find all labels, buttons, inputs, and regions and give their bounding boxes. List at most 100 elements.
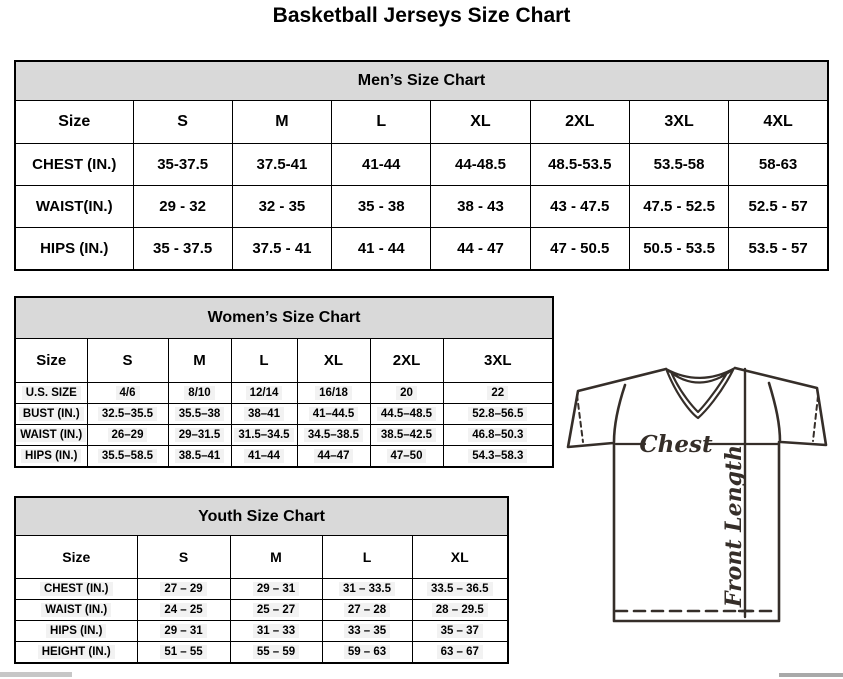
table-cell: 38.5–41 (167, 445, 232, 468)
table-row: U.S. SIZE 4/6 8/10 12/14 16/18 20 22 (14, 382, 554, 404)
youth-size-table: Youth Size Chart Size S M L XL CHEST (IN… (14, 496, 509, 664)
table-cell: 16/18 (296, 382, 371, 404)
table-cell: 35 - 37.5 (132, 227, 233, 271)
table-cell: 31 – 33.5 (321, 578, 413, 600)
table-cell: 43 - 47.5 (529, 185, 630, 228)
table-cell: 52.5 - 57 (728, 185, 829, 228)
chest-label: Chest (639, 431, 713, 458)
column-header-cell: S (136, 535, 231, 579)
column-header-cell: XL (296, 338, 371, 383)
table-cell: 63 – 67 (411, 641, 509, 664)
column-header-cell: L (331, 100, 432, 144)
table-cell: 27 – 28 (321, 599, 413, 621)
table-cell: 41–44.5 (296, 403, 371, 425)
table-cell: 4/6 (86, 382, 169, 404)
column-header-cell: XL (411, 535, 509, 579)
table-cell: 47.5 - 52.5 (628, 185, 730, 228)
table-row: Size S M L XL 2XL 3XL 4XL (14, 100, 829, 144)
table-cell: 8/10 (167, 382, 232, 404)
table-header-row: Women’s Size Chart (14, 296, 554, 339)
mens-size-table: Men’s Size Chart Size S M L XL 2XL 3XL 4… (14, 60, 829, 271)
table-row: HIPS (IN.) 35.5–58.5 38.5–41 41–44 44–47… (14, 445, 554, 468)
table-cell: 20 (369, 382, 444, 404)
column-header-cell: 2XL (369, 338, 444, 383)
table-cell: 50.5 - 53.5 (628, 227, 730, 271)
womens-chart-title: Women’s Size Chart (14, 296, 554, 339)
jersey-measurement-diagram: Chest Front Length (566, 366, 828, 623)
table-cell: 58-63 (728, 143, 829, 186)
row-label-cell: U.S. SIZE (14, 382, 88, 404)
row-label-cell: WAIST(IN.) (14, 185, 134, 228)
table-cell: 35.5–58.5 (86, 445, 169, 468)
table-cell: 44–47 (296, 445, 371, 468)
table-header-row: Youth Size Chart (14, 496, 509, 536)
table-cell: 44.5–48.5 (369, 403, 444, 425)
table-row: HEIGHT (IN.) 51 – 55 55 – 59 59 – 63 63 … (14, 641, 509, 664)
row-label-cell: HEIGHT (IN.) (14, 641, 138, 664)
column-header-cell: L (321, 535, 413, 579)
table-cell: 53.5-58 (628, 143, 730, 186)
table-cell: 54.3–58.3 (442, 445, 554, 468)
column-header-cell: Size (14, 100, 134, 144)
table-cell: 52.8–56.5 (442, 403, 554, 425)
column-header-cell: 3XL (628, 100, 730, 144)
column-header-cell: XL (430, 100, 531, 144)
table-header-row: Men’s Size Chart (14, 60, 829, 101)
table-row: CHEST (IN.) 35-37.5 37.5-41 41-44 44-48.… (14, 143, 829, 186)
page-edge-artifact-right (779, 673, 843, 677)
table-cell: 34.5–38.5 (296, 424, 371, 446)
sleeve-stitch-left (576, 394, 584, 443)
row-label-cell: HIPS (IN.) (14, 620, 138, 642)
table-cell: 38–41 (230, 403, 298, 425)
table-cell: 35.5–38 (167, 403, 232, 425)
table-cell: 51 – 55 (136, 641, 231, 664)
table-cell: 33.5 – 36.5 (411, 578, 509, 600)
collar-lines (664, 366, 737, 420)
sleeve-stitch-right (812, 395, 819, 442)
page-title: Basketball Jerseys Size Chart (272, 4, 571, 27)
column-header-cell: S (86, 338, 169, 383)
table-row: BUST (IN.) 32.5–35.5 35.5–38 38–41 41–44… (14, 403, 554, 425)
column-header-cell: M (229, 535, 323, 579)
table-cell: 41 - 44 (331, 227, 432, 271)
column-header-cell: 2XL (529, 100, 630, 144)
column-header-cell: Size (14, 338, 88, 383)
row-label-cell: CHEST (IN.) (14, 143, 134, 186)
row-label-cell: BUST (IN.) (14, 403, 88, 425)
table-row: HIPS (IN.) 29 – 31 31 – 33 33 – 35 35 – … (14, 620, 509, 642)
table-cell: 12/14 (230, 382, 298, 404)
table-cell: 48.5-53.5 (529, 143, 630, 186)
table-row: Size S M L XL (14, 535, 509, 579)
column-header-cell: 4XL (728, 100, 829, 144)
table-row: Size S M L XL 2XL 3XL (14, 338, 554, 383)
table-cell: 35 - 38 (331, 185, 432, 228)
column-header-cell: S (132, 100, 233, 144)
table-cell: 41–44 (230, 445, 298, 468)
table-cell: 27 – 29 (136, 578, 231, 600)
table-cell: 44-48.5 (430, 143, 531, 186)
table-cell: 29 – 31 (229, 578, 323, 600)
table-cell: 37.5 - 41 (231, 227, 333, 271)
table-cell: 44 - 47 (430, 227, 531, 271)
table-cell: 31 – 33 (229, 620, 323, 642)
table-cell: 26–29 (86, 424, 169, 446)
table-cell: 31.5–34.5 (230, 424, 298, 446)
column-header-cell: Size (14, 535, 138, 579)
table-row: HIPS (IN.) 35 - 37.5 37.5 - 41 41 - 44 4… (14, 227, 829, 271)
mens-chart-title: Men’s Size Chart (14, 60, 829, 101)
table-cell: 37.5-41 (231, 143, 333, 186)
table-cell: 59 – 63 (321, 641, 413, 664)
table-cell: 47–50 (369, 445, 444, 468)
row-label-cell: HIPS (IN.) (14, 445, 88, 468)
column-header-cell: M (167, 338, 232, 383)
table-cell: 38 - 43 (430, 185, 531, 228)
table-cell: 32.5–35.5 (86, 403, 169, 425)
jersey-outline (566, 366, 828, 623)
table-cell: 28 – 29.5 (411, 599, 509, 621)
column-header-cell: 3XL (442, 338, 554, 383)
table-cell: 47 - 50.5 (529, 227, 630, 271)
table-row: WAIST(IN.) 29 - 32 32 - 35 35 - 38 38 - … (14, 185, 829, 228)
table-cell: 22 (442, 382, 554, 404)
table-cell: 35-37.5 (132, 143, 233, 186)
